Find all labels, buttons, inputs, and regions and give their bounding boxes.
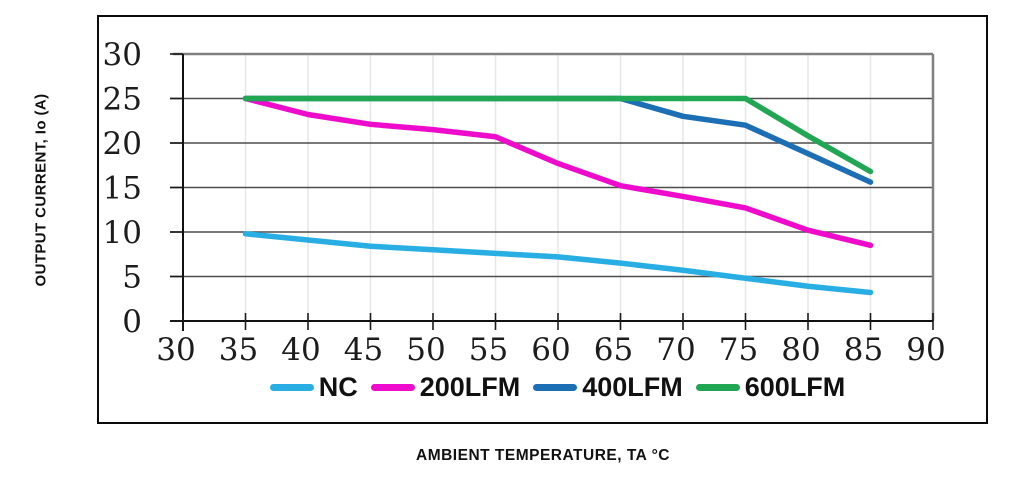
- legend-swatch-200lfm: [370, 384, 415, 391]
- chart-frame: [97, 15, 988, 424]
- legend-label: NC: [318, 372, 358, 402]
- legend-swatch-nc: [269, 384, 314, 391]
- legend-item-nc: NC: [269, 372, 358, 402]
- legend-item-200lfm: 200LFM: [370, 372, 521, 402]
- legend: NC 200LFM 400LFM 600LFM: [97, 374, 988, 401]
- legend-label: 600LFM: [744, 372, 846, 402]
- x-axis-title: AMBIENT TEMPERATURE, TA °C: [416, 447, 670, 464]
- legend-label: 200LFM: [419, 372, 521, 402]
- legend-item-400lfm: 400LFM: [533, 374, 683, 401]
- legend-item-600lfm: 600LFM: [695, 372, 846, 402]
- legend-swatch-600lfm: [695, 384, 740, 391]
- legend-label: 400LFM: [582, 372, 683, 402]
- y-axis-title: OUTPUT CURRENT, Io (A): [32, 93, 50, 287]
- legend-swatch-400lfm: [533, 384, 578, 391]
